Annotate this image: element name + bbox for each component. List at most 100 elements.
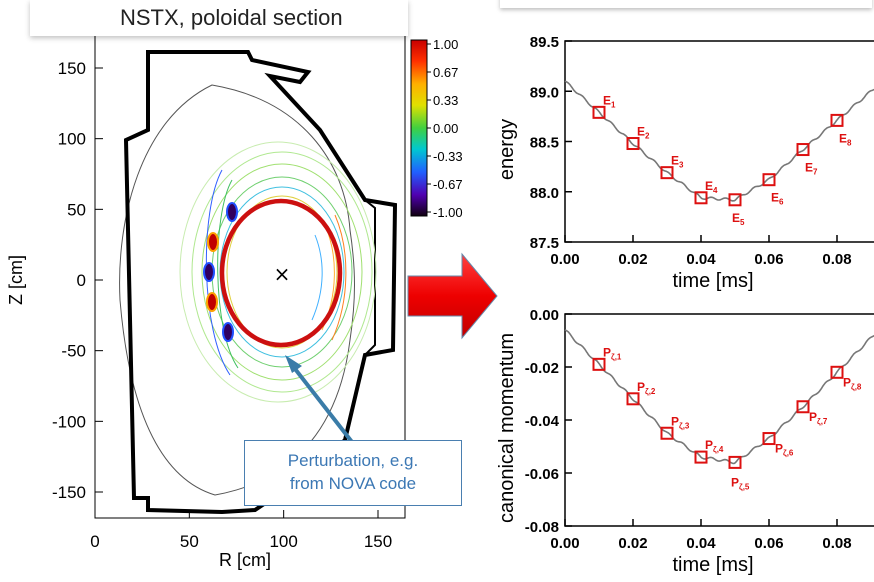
callout-arrow-shaft <box>290 363 354 444</box>
xtick-label: 0.02 <box>618 535 647 552</box>
data-point-label-main: E <box>705 179 713 193</box>
magnetic-axis-marker: × <box>274 262 291 286</box>
data-point-label-sub: 3 <box>679 161 684 170</box>
data-point-marker <box>762 173 776 187</box>
left-ytick-label: 50 <box>67 200 86 219</box>
ytick-label: 89.5 <box>530 34 559 51</box>
data-point-label-main: E <box>732 211 740 225</box>
data-point-label-main: E <box>839 131 847 145</box>
inboard-lobes <box>203 202 238 342</box>
data-point-label-sub: ζ,2 <box>645 387 656 396</box>
flux-surface-boundary <box>119 84 355 496</box>
data-point-marker <box>660 426 674 440</box>
data-point-label-main: E <box>771 191 779 205</box>
transition-arrow <box>407 252 498 340</box>
ytick-label: 89.0 <box>530 84 559 101</box>
perturbation-callout: Perturbation, e.g. from NOVA code <box>244 440 462 506</box>
xtick-label: 0.00 <box>550 251 579 268</box>
data-point-marker <box>626 392 640 406</box>
xtick-label: 0.02 <box>618 251 647 268</box>
colorbar-tick-label: -0.33 <box>433 149 463 164</box>
data-point-label: Pζ,1 <box>603 345 622 361</box>
left-xtick-label: 150 <box>364 532 392 551</box>
xtick-label: 0.06 <box>754 535 783 552</box>
data-point-marker <box>762 432 776 446</box>
data-point-marker <box>796 400 810 414</box>
xtick-label: 0.08 <box>822 535 851 552</box>
xtick-label: 0.08 <box>822 251 851 268</box>
ytick-label: 0.00 <box>530 307 559 324</box>
chart-frame <box>564 313 874 527</box>
xtick-label: 0.04 <box>686 251 716 268</box>
outer-coil-outline <box>364 199 376 356</box>
data-point-label: E7 <box>805 161 818 177</box>
data-point-label-sub: ζ,5 <box>739 482 750 491</box>
left-ytick-label: -100 <box>52 412 86 431</box>
data-point-label-sub: 7 <box>813 168 818 177</box>
data-point-label-main: P <box>775 442 783 456</box>
callout-line-1: Perturbation, e.g. <box>287 451 419 470</box>
left-xlabel: R [cm] <box>219 550 271 570</box>
ytick-label: -0.06 <box>525 466 559 483</box>
ytick-label: -0.04 <box>525 413 560 430</box>
data-point-marker <box>694 191 708 205</box>
data-point-label: Pζ,2 <box>637 380 656 396</box>
left-ytick-label: -150 <box>52 483 86 502</box>
data-point-marker <box>592 105 606 119</box>
left-ytick-label: -50 <box>61 342 86 361</box>
data-point-marker <box>694 450 708 464</box>
data-point-marker <box>728 193 742 207</box>
data-point-label-main: P <box>705 438 713 452</box>
data-point-label: E6 <box>771 191 784 207</box>
data-point-label: E1 <box>603 93 616 109</box>
colorbar <box>410 39 428 217</box>
left-y-ticks: 150 100 50 0 -50 -100 -150 <box>52 59 103 502</box>
data-point-label-sub: ζ,8 <box>851 382 862 391</box>
data-point-label-main: P <box>843 375 851 389</box>
left-x-ticks: 0 50 100 150 <box>90 510 392 551</box>
left-ytick-label: 0 <box>77 271 86 290</box>
left-ytick-label: 100 <box>58 130 86 149</box>
data-point-marker <box>660 166 674 180</box>
left-xtick-label: 0 <box>90 532 99 551</box>
chart-xlabel: time [ms] <box>672 270 753 292</box>
data-point-label: E2 <box>637 125 650 141</box>
data-point-label-sub: ζ,4 <box>713 445 724 454</box>
data-point-marker <box>728 455 742 469</box>
data-point-label-main: E <box>671 154 679 168</box>
colorbar-tick-label: -0.67 <box>433 177 463 192</box>
data-point-label-main: P <box>809 410 817 424</box>
colorbar-tick-label: -1.00 <box>433 205 463 220</box>
perturbation-surface <box>219 198 343 348</box>
data-point-label-sub: 5 <box>740 218 745 227</box>
data-point-label-sub: ζ,7 <box>817 417 828 426</box>
data-point-label-sub: 8 <box>847 138 852 147</box>
ytick-label: -0.08 <box>525 519 559 536</box>
plot-title: NSTX, poloidal section <box>120 5 343 30</box>
colorbar-tick-label: 0.67 <box>433 65 458 80</box>
data-point-label-main: P <box>671 414 679 428</box>
momentum-chart: 0.00-0.02-0.04-0.06-0.080.00 0.02 0.04 0.06… <box>496 307 874 576</box>
top-right-box <box>500 0 872 8</box>
series-line <box>564 80 874 202</box>
data-point-label: Pζ,3 <box>671 414 690 430</box>
data-point-label-sub: 2 <box>645 132 650 141</box>
xtick-label: 0.04 <box>686 535 716 552</box>
chart-ylabel: energy <box>496 119 518 180</box>
title-box: NSTX, poloidal section <box>30 0 408 36</box>
xtick-label: 0.00 <box>550 535 579 552</box>
data-point-marker <box>592 357 606 371</box>
data-point-label-main: E <box>805 161 813 175</box>
left-ytick-label: 150 <box>58 59 86 78</box>
chart-frame <box>564 40 874 243</box>
data-point-label-main: P <box>603 345 611 359</box>
ytick-label: 88.5 <box>530 135 559 152</box>
colorbar-ticks: 1.00 0.67 0.33 0.00 -0.33 -0.67 -1.00 <box>427 37 463 220</box>
data-point-label: E5 <box>732 211 745 227</box>
callout-line-2: from NOVA code <box>289 474 417 493</box>
data-point-label: E8 <box>839 131 852 147</box>
left-ylabel: Z [cm] <box>6 255 26 305</box>
data-point-marker <box>830 365 844 379</box>
